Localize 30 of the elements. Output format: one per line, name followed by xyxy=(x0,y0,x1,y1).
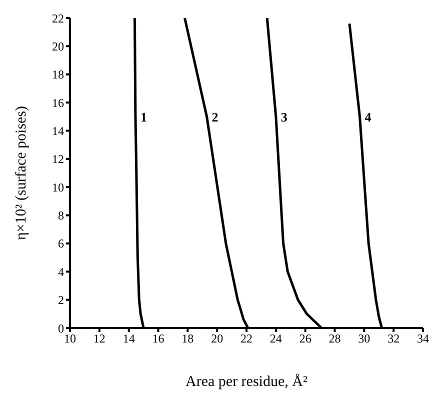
x-tick-label: 20 xyxy=(211,332,224,346)
y-tick-label: 0 xyxy=(58,321,64,336)
y-tick-label: 22 xyxy=(52,11,64,26)
y-tick-label: 2 xyxy=(58,293,64,308)
x-tick-label: 14 xyxy=(122,332,135,346)
y-tick-label: 20 xyxy=(52,39,64,54)
series-label: 2 xyxy=(212,110,218,125)
x-tick-label: 30 xyxy=(358,332,370,346)
x-tick-label: 28 xyxy=(328,332,341,346)
y-tick-label: 8 xyxy=(58,208,64,223)
x-tick-label: 34 xyxy=(417,332,429,346)
series-label: 1 xyxy=(140,110,147,125)
y-tick-label: 4 xyxy=(58,264,64,279)
x-tick-label: 22 xyxy=(240,332,252,346)
x-tick-label: 26 xyxy=(299,332,312,346)
y-tick-label: 18 xyxy=(52,68,64,82)
y-axis-title: η×10² (surface poises) xyxy=(13,106,30,240)
y-tick-label: 14 xyxy=(52,124,64,138)
series-label: 4 xyxy=(364,110,372,125)
x-tick-label: 18 xyxy=(182,332,194,346)
y-tick-label: 10 xyxy=(52,180,64,194)
x-tick-label: 24 xyxy=(270,332,282,346)
series-label: 3 xyxy=(280,110,288,125)
x-tick-label: 16 xyxy=(152,332,164,346)
y-tick-label: 12 xyxy=(52,152,64,166)
x-tick-label: 32 xyxy=(388,332,400,346)
y-tick-label: 16 xyxy=(52,96,64,110)
x-axis-title: Area per residue, Å² xyxy=(186,373,308,390)
y-tick-label: 6 xyxy=(58,236,64,251)
x-tick-label: 12 xyxy=(93,332,106,346)
